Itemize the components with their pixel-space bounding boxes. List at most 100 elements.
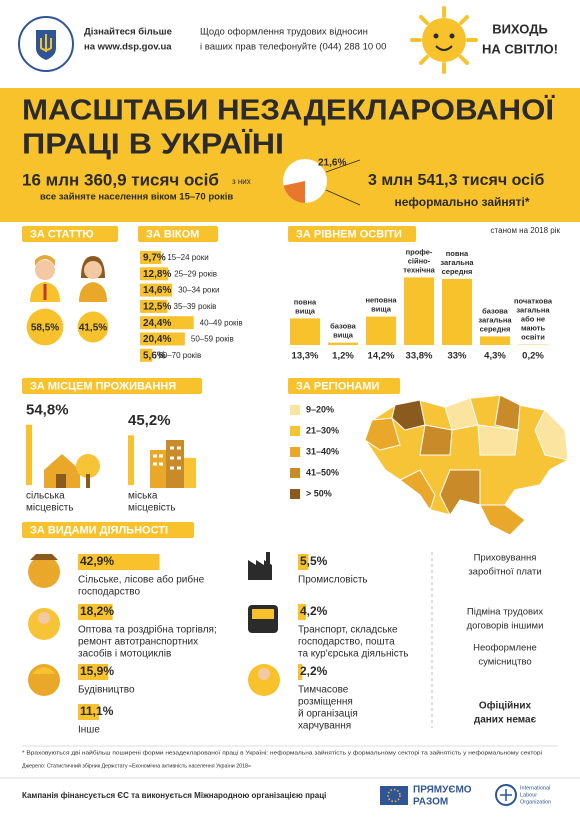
icon-shape (86, 474, 90, 488)
icon-shape (495, 784, 517, 806)
activity-bar (78, 664, 109, 680)
icon-shape (252, 609, 274, 619)
banner (0, 88, 580, 222)
icon-shape (479, 504, 526, 536)
hidden-form: заробітної плати (468, 567, 541, 578)
slogan: НА СВІТЛО! (482, 41, 558, 56)
activity-label: Оптова та роздрібна торгівля; (78, 624, 217, 636)
activity-share: 11,1% (80, 704, 114, 718)
section-header: ЗА ВІКОМ (146, 228, 199, 240)
age-range: 35–39 років (174, 302, 217, 311)
activity-label: засобів і мотоциклів (78, 648, 171, 660)
age-range: 50–59 років (191, 335, 234, 344)
residence-share: 45,2% (128, 412, 171, 429)
legend-swatch (290, 489, 300, 499)
legend-label: 41–50% (306, 467, 339, 477)
partner-logo: ПРЯМУЄМО (413, 785, 472, 796)
legend-swatch (290, 447, 300, 457)
activity-label: Сільське, лісове або рибне (78, 574, 205, 586)
education-bar (328, 342, 358, 345)
activity-share: 18,2% (80, 604, 114, 618)
age-share: 20,4% (143, 334, 171, 345)
total-note: все зайняте населення віком 15–70 років (40, 192, 233, 203)
activity-bar (298, 554, 309, 570)
connector (325, 189, 361, 206)
age-range: 25–29 років (174, 269, 217, 278)
residence-label: місцевість (26, 503, 74, 514)
ilo-logo (495, 784, 517, 806)
city-icon (150, 440, 196, 488)
icon-shape (439, 469, 481, 516)
activity-bar (298, 604, 306, 620)
residence-label: місцевість (128, 503, 176, 514)
legend-swatch (290, 405, 300, 415)
age-bar (140, 251, 162, 264)
header-info: на www.dsp.gov.ua (84, 42, 172, 53)
icon-shape (35, 255, 55, 266)
activity-label: Будівництво (78, 685, 135, 696)
section-header-bg (22, 522, 194, 538)
ilo-text: Organization (520, 799, 551, 805)
icon-shape (150, 450, 166, 488)
icon-shape (410, 6, 478, 74)
age-range: 30–34 роки (178, 286, 219, 295)
education-label: мають (521, 324, 546, 333)
connector (325, 159, 361, 173)
informal-note: неформально зайняті* (394, 195, 529, 209)
section-header-bg (288, 378, 400, 394)
house-icon (44, 454, 100, 488)
section-header: ЗА СТАТТЮ (30, 228, 94, 240)
activity-label: розміщення (298, 697, 353, 708)
activity-share: 15,9% (80, 664, 114, 678)
education-share: 33,8% (406, 351, 433, 362)
education-share: 33% (447, 351, 467, 362)
age-bar (140, 267, 169, 281)
education-share: 14,2% (368, 351, 395, 362)
legend-label: 9–20% (306, 404, 334, 414)
icon-shape (266, 552, 270, 566)
education-label: освіти (521, 333, 545, 342)
male-icon (30, 255, 60, 302)
no-data-note: Офіційних (479, 700, 532, 712)
education-label: повна (446, 249, 469, 258)
icon-shape (38, 612, 50, 624)
section-header-bg (138, 226, 218, 242)
age-bar (140, 332, 185, 346)
age-bar (140, 348, 153, 362)
activity-label: Транспорт, складське (298, 625, 398, 636)
icon-shape (153, 446, 181, 470)
education-bar (290, 318, 320, 345)
hidden-form: Неоформлене (473, 643, 537, 654)
header-contact: і ваших прав телефонуйте (044) 288 10 00 (200, 42, 386, 53)
footnote: * Враховуються дві найбільш поширені фор… (22, 749, 542, 756)
section-header-bg (22, 226, 118, 242)
education-label: загальна (440, 258, 474, 267)
education-label: вища (295, 306, 316, 315)
activity-label: господарство, пошта (298, 637, 395, 648)
icon-shape (28, 556, 60, 588)
informal: 3 млн 541,3 тисяч осіб (368, 172, 544, 189)
share-circle (77, 311, 109, 343)
footer-text: Кампанія фінансується ЄС та виконується … (22, 791, 326, 800)
hidden-form: сумісництво (478, 657, 531, 668)
share-label: 58,5% (31, 323, 59, 334)
activity-label: та кур'єрська діяльність (298, 649, 409, 660)
ukraine-map (364, 394, 569, 536)
legend-label: 21–30% (306, 425, 339, 435)
activity-share: 4,2% (300, 604, 328, 618)
icon-shape (32, 667, 56, 674)
sun-icon (410, 6, 478, 74)
residence-share: 54,8% (26, 402, 69, 419)
activity-label: харчування (298, 721, 351, 732)
activity-share: 2,2% (300, 664, 328, 678)
icon-shape (84, 261, 102, 279)
education-label: повна (294, 297, 317, 306)
activity-bar (298, 664, 303, 680)
female-icon (79, 256, 107, 302)
residence-bar (128, 435, 134, 485)
age-share: 12,8% (143, 269, 171, 280)
hidden-form: Приховування (474, 553, 537, 564)
education-label: загальна (478, 315, 512, 324)
icon-shape (477, 424, 519, 456)
education-label: профе- (406, 247, 433, 256)
